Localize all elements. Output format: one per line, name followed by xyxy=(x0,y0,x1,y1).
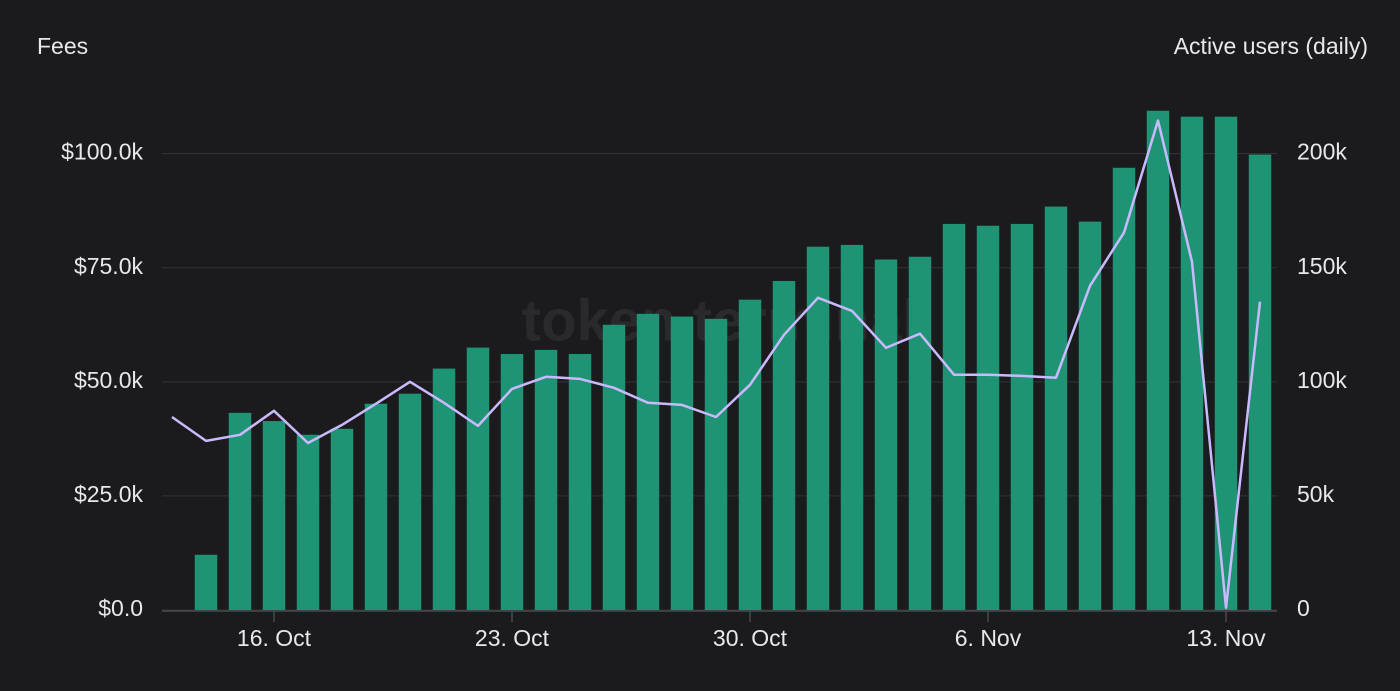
bar xyxy=(296,434,320,610)
bar xyxy=(1078,221,1102,610)
x-tick-label: 30. Oct xyxy=(713,625,788,651)
x-tick-label: 16. Oct xyxy=(237,625,312,651)
bar xyxy=(500,353,524,610)
bar xyxy=(1146,110,1170,610)
y2-axis-title: Active users (daily) xyxy=(1174,33,1368,59)
bar xyxy=(432,368,456,610)
bar xyxy=(942,223,966,610)
y2-tick-label: 200k xyxy=(1297,139,1347,165)
bar xyxy=(194,554,218,610)
y2-tick-label: 150k xyxy=(1297,253,1347,279)
bar xyxy=(228,412,252,610)
bar xyxy=(738,299,762,610)
y2-tick-label: 50k xyxy=(1297,481,1335,507)
bar xyxy=(772,280,796,610)
bar xyxy=(636,313,660,610)
bar xyxy=(670,316,694,610)
bar xyxy=(466,347,490,610)
line xyxy=(171,119,1262,609)
y-tick-label: $75.0k xyxy=(74,253,144,279)
y-tick-label: $25.0k xyxy=(74,481,144,507)
bar xyxy=(1180,116,1204,611)
y-tick-label: $0.0 xyxy=(98,595,143,621)
y2-tick-label: 0 xyxy=(1297,595,1310,621)
bar xyxy=(1044,206,1068,611)
y-tick-label: $50.0k xyxy=(74,367,144,393)
bar xyxy=(602,324,626,610)
bar xyxy=(1010,223,1034,610)
x-tick-label: 13. Nov xyxy=(1186,625,1266,651)
bar xyxy=(1248,154,1272,611)
bar xyxy=(908,256,932,610)
bar xyxy=(840,244,864,610)
bar xyxy=(976,225,1000,610)
y-tick-label: $100.0k xyxy=(61,139,143,165)
y-axis-title: Fees xyxy=(37,33,88,59)
bar xyxy=(364,403,388,610)
x-tick-label: 6. Nov xyxy=(955,625,1022,651)
x-tick-label: 23. Oct xyxy=(475,625,550,651)
bar xyxy=(1112,167,1136,610)
bar xyxy=(398,393,422,610)
y2-tick-label: 100k xyxy=(1297,367,1347,393)
bar xyxy=(534,349,558,610)
bar xyxy=(874,259,898,610)
bar xyxy=(806,246,830,610)
bar xyxy=(262,421,286,610)
bar xyxy=(1214,116,1238,611)
bar xyxy=(568,353,592,610)
bar xyxy=(330,428,354,610)
bar xyxy=(704,318,728,610)
